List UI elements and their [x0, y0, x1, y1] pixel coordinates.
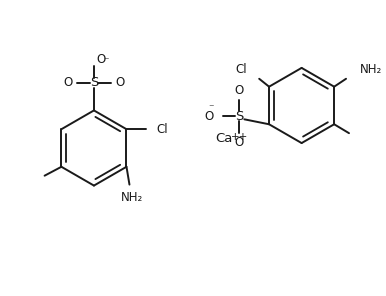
- Text: NH₂: NH₂: [360, 63, 382, 76]
- Text: O: O: [64, 76, 73, 89]
- Text: ⁻: ⁻: [103, 56, 108, 66]
- Text: Cl: Cl: [236, 63, 247, 76]
- Text: Cl: Cl: [156, 123, 168, 136]
- Text: ⁻: ⁻: [208, 103, 214, 113]
- Text: O: O: [235, 84, 244, 97]
- Text: ++: ++: [232, 132, 249, 142]
- Text: S: S: [235, 110, 244, 123]
- Text: Ca: Ca: [216, 132, 233, 145]
- Text: O: O: [235, 136, 244, 149]
- Text: S: S: [90, 76, 98, 89]
- Text: O: O: [115, 76, 124, 89]
- Text: O: O: [205, 110, 214, 123]
- Text: NH₂: NH₂: [121, 191, 144, 204]
- Text: O: O: [96, 54, 105, 67]
